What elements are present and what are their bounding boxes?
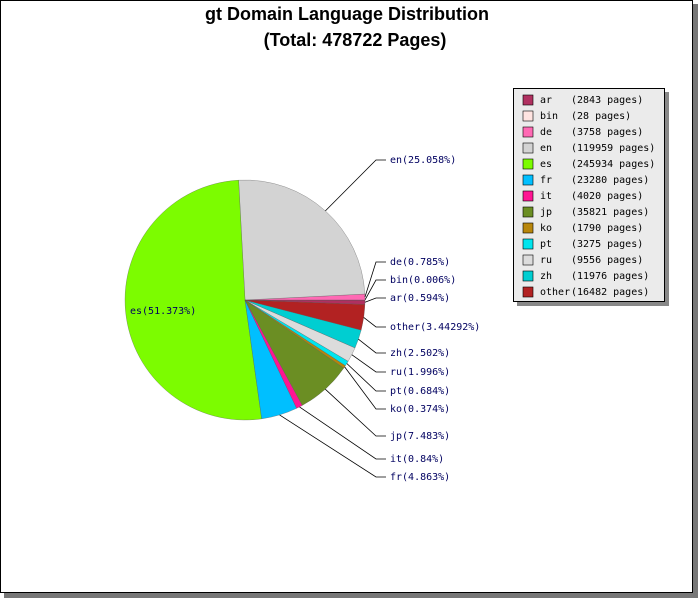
slice-label: es(51.373%) <box>130 306 196 317</box>
legend-detail: (1790 pages) <box>571 223 643 234</box>
legend-detail: (3275 pages) <box>571 239 643 250</box>
legend-swatch <box>523 95 533 105</box>
slice-label: jp(7.483%) <box>390 431 450 442</box>
chart-title: gt Domain Language Distribution <box>205 4 489 24</box>
legend-swatch <box>523 223 533 233</box>
legend-detail: (9556 pages) <box>571 255 643 266</box>
legend-swatch <box>523 159 533 169</box>
slice-label: bin(0.006%) <box>390 275 456 286</box>
chart-subtitle: (Total: 478722 Pages) <box>264 30 447 50</box>
slice-label: ru(1.996%) <box>390 367 450 378</box>
slice-label: ar(0.594%) <box>390 293 450 304</box>
slice-label: ko(0.374%) <box>390 404 450 415</box>
legend-swatch <box>523 191 533 201</box>
legend-label: zh <box>540 271 552 282</box>
legend-swatch <box>523 143 533 153</box>
slice-label: other(3.44292%) <box>390 322 480 333</box>
legend-detail: (23280 pages) <box>571 175 649 186</box>
legend-swatch <box>523 255 533 265</box>
legend-label: en <box>540 143 552 154</box>
legend-label: es <box>540 159 552 170</box>
slice-label: en(25.058%) <box>390 155 456 166</box>
legend-swatch <box>523 127 533 137</box>
legend-label: ko <box>540 223 552 234</box>
legend-detail: (3758 pages) <box>571 127 643 138</box>
legend-label: other <box>540 287 570 298</box>
legend-detail: (119959 pages) <box>571 143 655 154</box>
legend-swatch <box>523 287 533 297</box>
legend-label: ar <box>540 95 552 106</box>
slice-label: fr(4.863%) <box>390 472 450 483</box>
legend-detail: (16482 pages) <box>571 287 649 298</box>
legend-swatch <box>523 271 533 281</box>
legend-detail: (11976 pages) <box>571 271 649 282</box>
legend-label: bin <box>540 111 558 122</box>
legend-detail: (4020 pages) <box>571 191 643 202</box>
legend-label: ru <box>540 255 552 266</box>
legend-swatch <box>523 207 533 217</box>
slice-label: it(0.84%) <box>390 454 444 465</box>
slice-label: pt(0.684%) <box>390 386 450 397</box>
legend-label: fr <box>540 175 552 186</box>
legend-swatch <box>523 175 533 185</box>
slice-label: de(0.785%) <box>390 257 450 268</box>
legend-label: it <box>540 191 552 202</box>
legend-swatch <box>523 239 533 249</box>
slice-label: zh(2.502%) <box>390 348 450 359</box>
legend-label: pt <box>540 239 552 250</box>
legend-detail: (35821 pages) <box>571 207 649 218</box>
legend-label: de <box>540 127 552 138</box>
legend-detail: (245934 pages) <box>571 159 655 170</box>
legend-label: jp <box>540 207 552 218</box>
legend-detail: (2843 pages) <box>571 95 643 106</box>
legend-detail: (28 pages) <box>571 111 631 122</box>
legend-swatch <box>523 111 533 121</box>
